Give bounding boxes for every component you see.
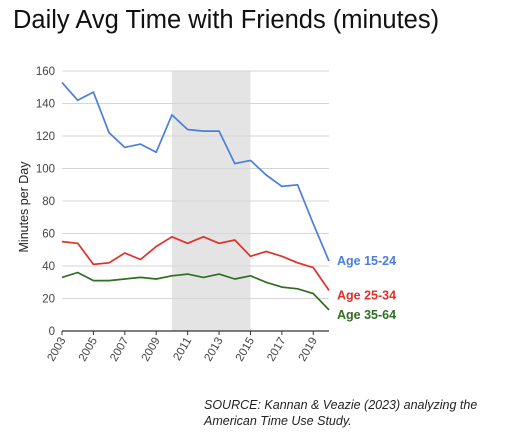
source-note: SOURCE: Kannan & Veazie (2023) analyzing… <box>204 398 478 428</box>
y-tick-label: 140 <box>36 99 55 111</box>
y-tick-label: 40 <box>42 261 55 273</box>
y-tick-label: 160 <box>36 66 55 78</box>
series-label-age-35-64: Age 35-64 <box>337 308 396 322</box>
gridline-layer <box>62 70 329 299</box>
series-line-age-35-64 <box>61 271 330 311</box>
x-tick-label: 2017 <box>265 336 288 364</box>
y-tick-label: 60 <box>42 229 55 241</box>
y-axis-label: Minutes per Day <box>17 161 31 253</box>
x-tick-label: 2011 <box>171 336 194 363</box>
chart-title: Daily Avg Time with Friends (minutes) <box>13 6 440 34</box>
y-tick-label: 0 <box>49 326 55 338</box>
x-tick-label: 2003 <box>45 336 68 364</box>
y-tick-label: 20 <box>42 294 55 306</box>
x-tick-label: 2005 <box>77 336 100 364</box>
series-label-age-15-24: Age 15-24 <box>337 254 396 268</box>
series-line-age-25-34 <box>61 235 330 291</box>
y-tick-label: 120 <box>36 131 55 143</box>
series-label-layer: Age 15-24 Age 25-34 Age 35-64 <box>337 254 396 322</box>
y-tick-label: 100 <box>36 164 55 176</box>
x-tick-label: 2015 <box>234 336 257 364</box>
series-label-age-25-34: Age 25-34 <box>337 288 396 302</box>
y-tick-label: 80 <box>42 196 55 208</box>
x-tick-label: 2013 <box>202 336 225 364</box>
series-line-age-15-24 <box>61 81 330 262</box>
series-line-layer <box>61 81 330 311</box>
x-tick-label: 2009 <box>140 336 163 364</box>
x-tick-label: 2007 <box>108 336 131 364</box>
x-tick-label: 2019 <box>297 336 320 364</box>
